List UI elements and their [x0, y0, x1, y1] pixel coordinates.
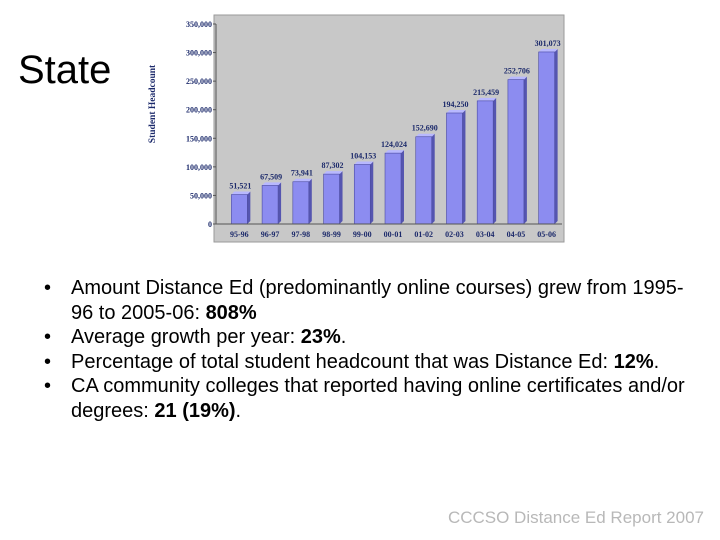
bullet-list: • Amount Distance Ed (predominantly onlin…	[44, 276, 704, 423]
bar-side	[400, 150, 404, 224]
data-label: 252,706	[504, 67, 530, 76]
bar-top	[507, 76, 527, 80]
bar	[538, 51, 555, 225]
bar-top	[231, 191, 251, 195]
data-label: 73,941	[291, 169, 313, 178]
bar	[446, 112, 463, 225]
bar-top	[292, 178, 312, 182]
bullet-highlight: 21 (19%)	[154, 399, 236, 422]
bar-side	[370, 161, 374, 224]
bar-side	[308, 178, 312, 224]
y-tick-label: 300,000	[186, 49, 212, 58]
bar	[353, 164, 371, 225]
bullet-highlight: 808%	[205, 301, 257, 324]
footer-source: CCCSO Distance Ed Report 2007	[447, 508, 704, 527]
x-tick-label: 05-06	[537, 230, 556, 239]
y-tick-label: 250,000	[186, 77, 212, 86]
bullet-tail: .	[653, 350, 660, 373]
bar-top	[354, 161, 374, 165]
bar	[231, 194, 248, 225]
data-label: 194,250	[442, 100, 468, 109]
bar	[415, 136, 433, 225]
bar	[261, 185, 279, 225]
bar-side	[554, 48, 558, 225]
y-tick-label: 0	[208, 220, 212, 229]
bullet-item: • Amount Distance Ed (predominantly onlin…	[44, 276, 704, 325]
bullet-tail: .	[340, 326, 347, 348]
data-label: 124,024	[381, 140, 407, 149]
x-tick-label: 95-96	[230, 230, 249, 239]
data-label: 152,690	[412, 124, 438, 133]
bar	[476, 100, 494, 225]
bar-side	[278, 182, 282, 224]
bar	[384, 152, 402, 225]
bullet-dot: •	[44, 326, 52, 348]
bullet-text: Percentage of total student headcount th…	[71, 350, 614, 373]
x-tick-label: 00-01	[384, 230, 403, 239]
x-tick-label: 01-02	[414, 230, 433, 239]
bullet-item: • CA community colleges that reported hav…	[44, 374, 704, 423]
bullet-dot: •	[44, 350, 52, 373]
bar-side	[247, 191, 251, 224]
bar-side	[431, 133, 435, 224]
y-tick-label: 100,000	[186, 163, 212, 172]
x-tick-label: 99-00	[353, 230, 372, 239]
bullet-item: • Average growth per year: 23%.	[44, 325, 704, 350]
x-tick-label: 96-97	[261, 230, 280, 239]
y-tick-label: 350,000	[186, 20, 212, 29]
data-label: 301,073	[535, 39, 561, 48]
bar-side	[339, 171, 343, 224]
data-label: 87,302	[322, 161, 344, 170]
bar-side	[462, 110, 466, 224]
bullet-tail: .	[235, 399, 242, 422]
headcount-bar-chart: 0 50,000 100,000 150,000 200,000 250,000 300,0…	[142, 10, 572, 250]
bar-top	[385, 150, 404, 154]
bar	[292, 181, 310, 225]
bullet-highlight: 23%	[300, 326, 341, 348]
y-axis-title: Student Headcount	[148, 64, 158, 143]
bar-top	[323, 171, 343, 175]
chart-svg: 0 50,000 100,000 150,000 200,000 250,000 300,0…	[148, 14, 565, 243]
bar-top	[477, 97, 497, 101]
x-tick-label: 98-99	[322, 230, 341, 239]
data-label: 215,459	[473, 88, 499, 97]
x-tick-label: 04-05	[507, 230, 526, 239]
bullet-highlight: 12%	[613, 350, 654, 373]
y-tick-label: 50,000	[190, 191, 212, 200]
x-tick-label: 97-98	[291, 230, 310, 239]
bullet-text: Amount Distance Ed (predominantly online…	[71, 277, 684, 324]
bar-top	[262, 182, 282, 186]
bullet-text: Average growth per year:	[71, 326, 301, 348]
slide-title: State	[18, 48, 112, 92]
y-tick-label: 200,000	[186, 106, 212, 115]
bullet-item: • Percentage of total student headcount t…	[44, 350, 704, 375]
bullet-dot: •	[44, 277, 52, 299]
data-label: 104,153	[350, 151, 376, 160]
bullet-text: CA community colleges that reported havi…	[71, 375, 685, 422]
bar-top	[415, 133, 435, 137]
bar-side	[523, 76, 527, 224]
x-tick-label: 02-03	[445, 230, 464, 239]
bar	[323, 173, 340, 225]
bar-top	[446, 110, 466, 113]
data-label: 67,509	[260, 172, 282, 181]
x-tick-label: 03-04	[476, 230, 495, 239]
bar	[507, 79, 525, 225]
data-label: 51,521	[229, 182, 251, 191]
bar-top	[538, 48, 558, 52]
bar-side	[493, 97, 497, 224]
y-tick-label: 150,000	[186, 134, 212, 143]
bullet-dot: •	[44, 375, 52, 397]
